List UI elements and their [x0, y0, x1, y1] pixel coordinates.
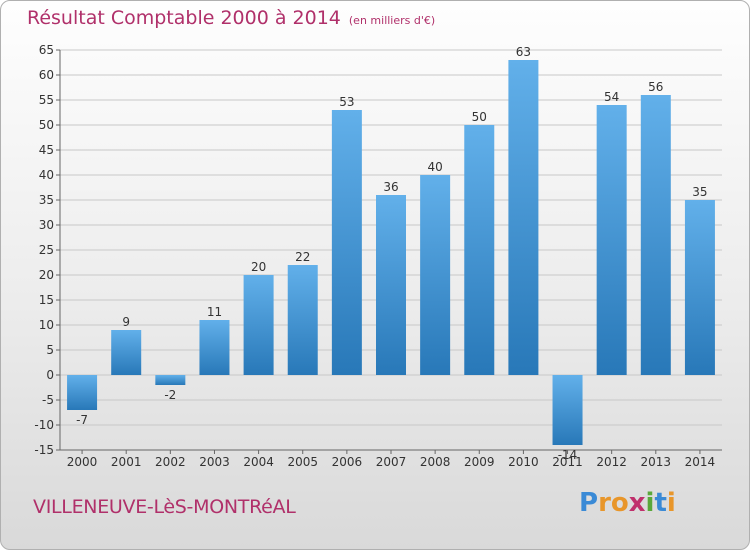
logo-letter: r — [598, 488, 611, 518]
logo-letter: i — [666, 488, 676, 518]
bar — [464, 125, 495, 375]
logo-letter: o — [610, 488, 629, 518]
x-tick-label: 2011 — [552, 455, 583, 469]
logo-letter: i — [645, 488, 655, 518]
y-tick-label: 35 — [39, 193, 54, 207]
y-tick-label: 30 — [39, 218, 54, 232]
y-tick-label: 40 — [39, 168, 54, 182]
x-tick-label: 2007 — [376, 455, 407, 469]
bar — [331, 110, 362, 375]
x-tick-label: 2001 — [111, 455, 142, 469]
y-tick-label: 15 — [39, 293, 54, 307]
bar — [552, 375, 583, 445]
data-label: 40 — [427, 160, 442, 174]
data-label: 54 — [604, 90, 619, 104]
y-tick-label: 50 — [39, 118, 54, 132]
bar — [199, 320, 230, 375]
bar — [155, 375, 186, 385]
bar — [376, 195, 406, 375]
y-tick-label: 65 — [39, 43, 54, 57]
bar — [67, 375, 98, 410]
data-label: 9 — [122, 315, 130, 329]
proxiti-logo: Proxiti — [579, 488, 676, 518]
bar — [684, 200, 715, 375]
x-tick-label: 2005 — [287, 455, 318, 469]
y-tick-label: 60 — [39, 68, 54, 82]
x-tick-label: 2014 — [685, 455, 716, 469]
bar — [596, 105, 627, 375]
data-label: 22 — [295, 250, 310, 264]
y-tick-label: 10 — [39, 318, 54, 332]
data-label: 11 — [207, 305, 222, 319]
x-tick-label: 2003 — [199, 455, 230, 469]
y-tick-label: 20 — [39, 268, 54, 282]
x-tick-label: 2002 — [155, 455, 186, 469]
data-label: -7 — [76, 413, 88, 427]
data-label: -14 — [558, 448, 578, 462]
y-tick-label: -15 — [34, 443, 54, 457]
bar — [640, 95, 671, 375]
data-label: 56 — [648, 80, 663, 94]
data-label: 63 — [516, 45, 531, 59]
title-text: Résultat Comptable 2000 à 2014 — [27, 7, 341, 29]
x-tick-label: 2008 — [420, 455, 451, 469]
y-tick-label: 25 — [39, 243, 54, 257]
y-tick-label: 0 — [46, 368, 54, 382]
bar — [420, 175, 451, 375]
bar — [508, 60, 539, 375]
data-label: 53 — [339, 95, 354, 109]
x-tick-label: 2009 — [464, 455, 495, 469]
x-tick-label: 2012 — [596, 455, 627, 469]
data-label: 36 — [383, 180, 398, 194]
bar — [287, 265, 318, 375]
commune-name: VILLENEUVE-LèS-MONTRéAL — [33, 496, 296, 518]
data-label: -2 — [164, 388, 176, 402]
y-tick-label: 55 — [39, 93, 54, 107]
x-tick-label: 2006 — [332, 455, 363, 469]
bar — [111, 330, 142, 375]
bar — [243, 275, 274, 375]
x-tick-label: 2004 — [243, 455, 274, 469]
y-tick-label: 5 — [46, 343, 54, 357]
x-tick-label: 2013 — [641, 455, 672, 469]
logo-letter: t — [654, 488, 667, 518]
chart-title: Résultat Comptable 2000 à 2014 (en millie… — [27, 7, 435, 29]
unit-text: (en milliers d'€) — [348, 14, 436, 27]
y-tick-label: 45 — [39, 143, 54, 157]
x-tick-label: 2000 — [67, 455, 98, 469]
logo-letter: P — [579, 488, 599, 518]
logo-letter: x — [628, 488, 646, 518]
y-tick-label: -10 — [34, 418, 54, 432]
data-label: 50 — [472, 110, 487, 124]
x-tick-label: 2010 — [508, 455, 539, 469]
data-label: 20 — [251, 260, 266, 274]
y-tick-label: -5 — [42, 393, 54, 407]
data-label: 35 — [692, 185, 707, 199]
